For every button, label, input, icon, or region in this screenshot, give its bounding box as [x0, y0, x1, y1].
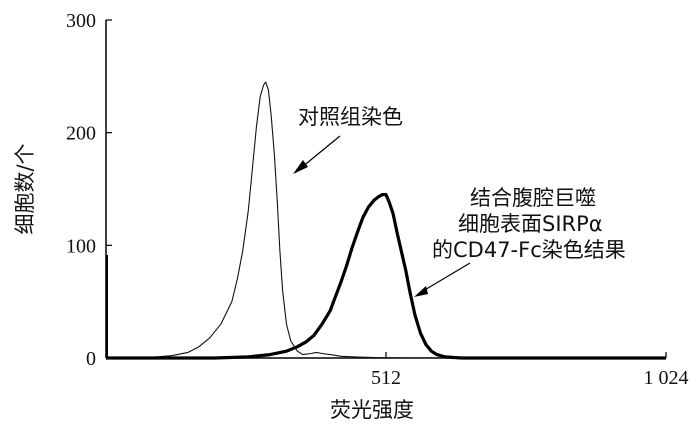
control-histogram-line — [106, 81, 667, 359]
series-layer — [106, 81, 667, 360]
cd47-fc-histogram-line — [106, 193, 666, 360]
y-tick-label: 0 — [86, 348, 96, 370]
y-tick-label: 200 — [66, 123, 96, 145]
x-tick-label: 1 024 — [644, 367, 689, 389]
x-tick-label: 512 — [371, 367, 401, 389]
y-ticks: 0 100 200 300 — [66, 10, 112, 370]
treated-annotation-line1: 结合腹腔巨噬 — [470, 186, 596, 210]
treated-arrowhead — [414, 286, 428, 297]
y-axis-title: 细胞数/个 — [13, 143, 37, 234]
y-tick-label: 300 — [66, 10, 96, 32]
treated-annotation-line2: 细胞表面SIRPα — [458, 212, 603, 236]
y-tick-label: 100 — [66, 235, 96, 257]
control-arrowhead — [293, 160, 308, 174]
treated-annotation-line3: 的CD47-Fc染色结果 — [432, 238, 626, 262]
control-annotation: 对照组染色 — [298, 105, 403, 129]
x-ticks: 512 1 024 — [371, 352, 689, 389]
x-axis-title: 荧光强度 — [330, 398, 414, 422]
